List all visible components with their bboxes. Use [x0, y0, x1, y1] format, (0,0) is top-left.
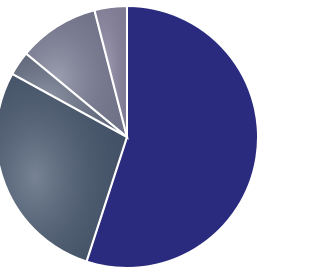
pie [0, 6, 258, 268]
chart [0, 0, 261, 272]
